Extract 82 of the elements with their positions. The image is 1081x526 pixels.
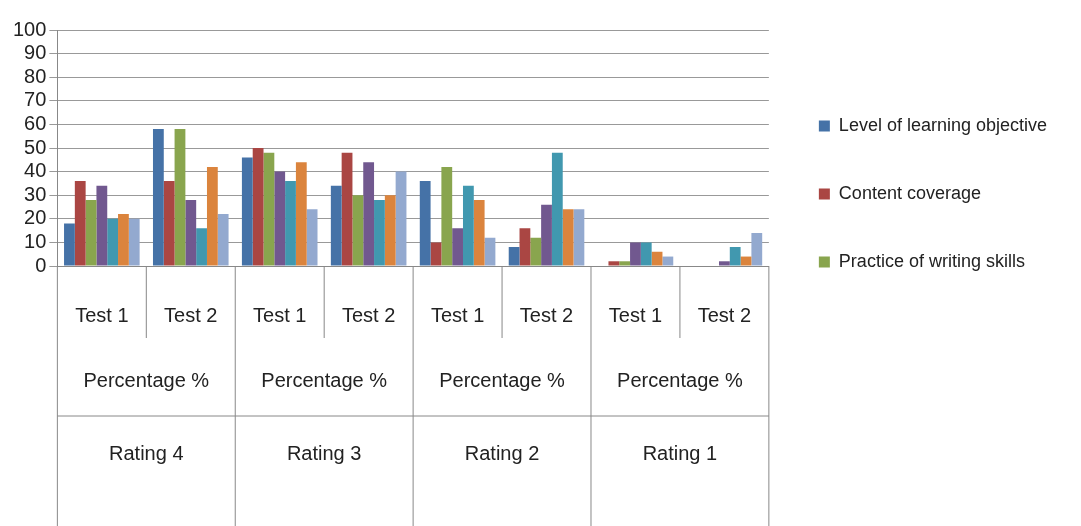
text: Percentage % [439,368,566,391]
bar [395,171,407,266]
text: Rating 1 [642,441,718,464]
text: Rating 3 [286,441,362,464]
legend-label: Content coverage [838,182,981,203]
bar [374,199,385,266]
legend-label: Practice of writing skills [838,250,1025,271]
bar [462,185,474,266]
y-tick-label: 40 [24,159,47,182]
bar [473,199,485,266]
bar [118,214,129,266]
bar [274,171,286,266]
x-tick-label: Test 1 [75,303,129,326]
bar [562,209,574,266]
bar [662,256,674,266]
bar [729,247,741,266]
bar [608,261,620,266]
bar [484,237,496,266]
bar [74,181,86,266]
bar [163,181,175,266]
bar [719,261,730,266]
bar [263,152,275,266]
y-tick-label: 30 [24,182,47,205]
bar [751,232,763,266]
bar [217,214,229,266]
bar [196,228,207,266]
bar [419,181,431,266]
bar [541,204,552,266]
x-tick-label: Test 1 [253,303,307,326]
bar [551,152,563,266]
bar [651,251,663,266]
bar [241,157,253,266]
y-tick-label: 50 [24,135,47,158]
bar [452,228,463,266]
bar [640,242,652,266]
bar [352,195,364,266]
y-tick-label: 90 [24,41,47,64]
bar [295,162,307,266]
x-tick-label: Test 1 [430,303,485,326]
bar [128,218,140,266]
bar [341,152,353,266]
y-tick-label: 0 [35,253,47,276]
bar [252,148,264,266]
bar [185,199,197,266]
bar [519,228,531,266]
text: Percentage % [261,368,388,391]
bar [330,185,342,266]
bar [174,129,186,266]
bar [630,242,641,266]
y-tick-label: 20 [24,206,47,229]
bar [107,218,119,266]
bar [441,166,453,266]
bar [430,242,442,266]
bar [152,129,164,266]
x-tick-label: Test 2 [341,303,396,326]
bar [96,185,108,266]
text: Rating 4 [109,441,184,464]
y-tick-label: 10 [24,229,47,252]
bar [619,261,631,266]
x-tick-label: Test 2 [519,303,574,326]
bar [363,162,375,266]
text: Rating 2 [464,441,540,464]
bar [206,166,218,266]
bar [530,237,542,266]
x-tick-label: Test 1 [608,303,663,326]
bar [384,195,396,266]
y-tick-label: 60 [24,111,47,134]
y-tick-label: 70 [24,88,47,111]
bar [740,256,752,266]
y-tick-label: 80 [24,64,47,87]
bar [85,199,97,266]
legend-label: Level of learning objective [838,114,1048,135]
x-tick-label: Test 2 [164,303,218,326]
bar [285,181,296,266]
text: Percentage % [83,368,210,391]
bar [64,223,75,266]
text: Percentage % [617,368,743,391]
bar [508,247,520,266]
y-tick-label: 100 [12,17,47,40]
bar [306,209,318,266]
x-tick-label: Test 2 [697,303,752,326]
bar [573,209,585,266]
